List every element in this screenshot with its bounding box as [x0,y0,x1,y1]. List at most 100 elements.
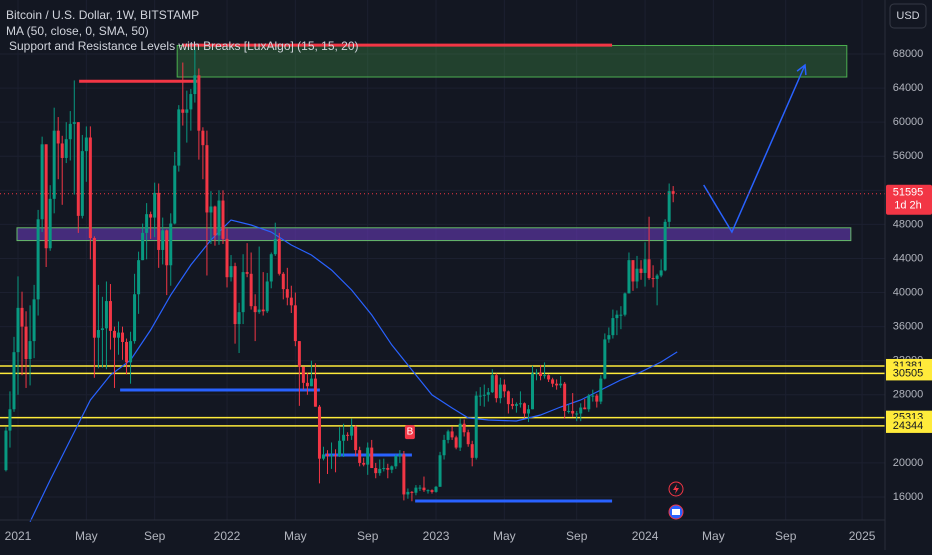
candle-body [145,214,149,233]
candle-body [330,455,334,457]
candle-body [414,487,418,493]
x-tick-label: 2021 [5,529,32,543]
candle-body [611,318,615,336]
sr-level-tag [886,366,932,381]
sr-level-tag [886,418,932,433]
candle-body [116,332,120,338]
y-tick-label: 44000 [893,252,924,264]
candle-body [547,375,551,380]
current-price-tag [886,184,932,215]
plot-area: B [0,0,885,522]
candle-body [129,341,133,363]
candle-body [438,455,442,487]
x-tick-label: Sep [144,529,166,543]
candle-body [543,375,547,377]
candle-body [201,130,205,146]
candle-body [88,137,92,239]
candle-body [277,238,281,274]
candle-body [301,366,305,383]
candle-body [76,122,80,216]
x-tick-label: May [493,529,516,543]
candle-body [141,232,145,261]
candle-body [209,206,213,213]
candle-body [434,486,438,492]
candle-body [229,266,233,278]
candle-body [474,395,478,458]
candle-body [462,423,466,433]
candle-body [265,281,269,312]
candle-body [655,275,659,279]
candle-body [48,198,52,249]
candle-body [526,409,530,414]
candle-body [619,314,623,316]
candle-body [454,437,458,448]
candle-body [466,432,470,445]
candle-body [502,384,506,392]
candle-body [213,206,217,236]
candle-body [354,426,358,451]
candle-body [362,462,366,465]
candle-body [659,270,663,276]
x-tick-label: May [284,529,307,543]
candle-body [221,200,225,239]
candle-body [185,109,189,113]
candle-body [293,305,297,342]
candle-body [36,219,40,300]
candle-body [20,307,24,327]
candle-body [470,444,474,458]
candle-body [8,409,12,431]
candle-body [627,260,631,294]
currency-button[interactable] [889,3,927,29]
candle-body [28,341,32,359]
y-tick-label: 20000 [893,457,924,469]
candle-body [643,259,647,273]
candle-body [40,144,44,220]
candle-body [522,403,526,414]
y-tick-label: 40000 [893,286,924,298]
x-tick-label: May [75,529,98,543]
candle-body [249,273,253,307]
candle-body [539,372,543,377]
candle-body [12,352,16,410]
candle-body [406,491,410,495]
y-tick-label: 68000 [893,48,924,60]
candle-body [579,407,583,414]
candle-body [446,431,450,440]
candle-body [56,130,60,144]
candle-body [149,214,153,218]
candle-body [575,413,579,415]
candle-body [591,395,595,397]
y-tick-label: 60000 [893,116,924,128]
candle-body [623,293,627,315]
currency-label: USD [896,10,919,22]
candle-body [559,383,563,386]
candle-body [595,395,599,402]
candle-body [281,273,285,290]
candle-body [4,430,8,471]
candle-body [571,410,575,414]
y-tick-label: 36000 [893,321,924,333]
candle-body [121,332,125,342]
candle-body [289,297,293,306]
candle-body [458,423,462,448]
countdown-label: 1d 2h [894,200,922,212]
candle-body [169,223,173,266]
candle-body [193,75,197,95]
chart-title: Bitcoin / U.S. Dollar, 1W, BITSTAMP [6,8,199,22]
candle-body [390,466,394,470]
candle-body [269,254,273,282]
current-price-label: 51595 [893,187,924,199]
candle-body [442,439,446,456]
candle-body [273,238,277,255]
candle-body [535,372,539,374]
candle-body [374,468,378,474]
candle-body [607,335,611,340]
candle-body [386,468,390,470]
candle-body [514,404,518,406]
candle-body [237,312,241,325]
candle-body [478,395,482,397]
candle-body [181,109,185,113]
candle-body [197,75,201,131]
candle-body [510,404,514,406]
